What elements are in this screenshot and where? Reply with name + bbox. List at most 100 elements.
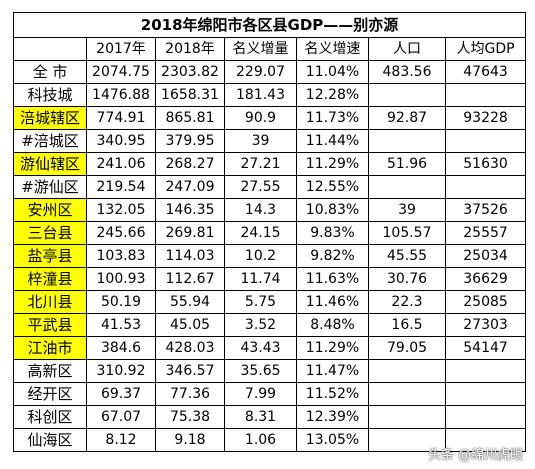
table-cell: 11.29% [296,152,369,176]
table-cell: 112.67 [155,267,225,291]
table-cell: 14.3 [224,198,297,222]
table-cell: 865.81 [155,106,225,130]
table-row: 游仙辖区 241.06 268.27 27.21 11.29% 51.96 51630 [13,152,527,176]
gdp-table: 2018年绵阳市各区县GDP——别亦源 2017年 2018年 名义增量 名义增… [12,12,527,452]
row-name-cell: 科技城 [13,83,87,107]
table-cell [444,175,527,199]
table-cell: 12.55% [296,175,369,199]
table-cell [368,359,446,383]
table-cell: 310.92 [86,359,156,383]
row-name-cell: 科创区 [13,405,87,429]
header-cell-population: 人口 [368,37,446,61]
table-cell: 69.37 [86,382,156,406]
row-name-cell: 游仙辖区 [13,152,87,176]
table-row: 北川县 50.19 55.94 5.75 11.46% 22.3 25085 [13,290,527,314]
table-title: 2018年绵阳市各区县GDP——别亦源 [12,12,527,38]
table-cell: 77.36 [155,382,225,406]
table-cell: 241.06 [86,152,156,176]
table-cell: 219.54 [86,175,156,199]
table-cell: 51630 [444,152,527,176]
row-name-cell: 江油市 [13,336,87,360]
table-cell [444,359,527,383]
table-cell: 11.47% [296,359,369,383]
table-cell: 16.5 [368,313,446,337]
table-cell: 114.03 [155,244,225,268]
table-cell: 483.56 [368,60,446,84]
table-cell: 10.2 [224,244,297,268]
table-cell: 1658.31 [155,83,225,107]
table-cell: 428.03 [155,336,225,360]
table-cell: 10.83% [296,198,369,222]
table-cell: 5.75 [224,290,297,314]
header-cell-2018: 2018年 [155,37,225,61]
table-cell: 27.21 [224,152,297,176]
table-cell: 11.46% [296,290,369,314]
table-cell: 90.9 [224,106,297,130]
table-cell [368,382,446,406]
table-cell: 54147 [444,336,527,360]
table-cell: 36629 [444,267,527,291]
table-row: 三台县 245.66 269.81 24.15 9.83% 105.57 25557 [13,221,527,245]
table-cell: 132.05 [86,198,156,222]
table-cell: 379.95 [155,129,225,153]
table-cell: 45.55 [368,244,446,268]
table-cell: 229.07 [224,60,297,84]
row-name-cell: 梓潼县 [13,267,87,291]
table-cell: 24.15 [224,221,297,245]
watermark: 头条 @绵州虎眼 [427,448,523,463]
table-row: 盐亭县 103.83 114.03 10.2 9.82% 45.55 25034 [13,244,527,268]
title-row: 2018年绵阳市各区县GDP——别亦源 [12,12,527,38]
table-cell: 13.05% [296,428,369,452]
table-cell [368,175,446,199]
table-cell: 12.28% [296,83,369,107]
table-row: 高新区 310.92 346.57 35.65 11.47% [13,359,527,383]
table-cell [444,382,527,406]
table-cell: 41.53 [86,313,156,337]
table-cell: 30.76 [368,267,446,291]
table-cell: 11.29% [296,336,369,360]
table-cell [444,129,527,153]
header-cell-growth: 名义增速 [296,37,369,61]
table-row: #游仙区 219.54 247.09 27.55 12.55% [13,175,527,199]
table-cell: 35.65 [224,359,297,383]
table-cell: 247.09 [155,175,225,199]
row-name-cell: 仙海区 [13,428,87,452]
table-row: 涪城辖区 774.91 865.81 90.9 11.73% 92.87 93228 [13,106,527,130]
table-cell: 47643 [444,60,527,84]
table-cell: 1.06 [224,428,297,452]
table-cell: 12.39% [296,405,369,429]
table-cell: 11.52% [296,382,369,406]
table-row: 安州区 132.05 146.35 14.3 10.83% 39 37526 [13,198,527,222]
header-cell-2017: 2017年 [86,37,156,61]
table-cell: 103.83 [86,244,156,268]
table-cell: 245.66 [86,221,156,245]
table-cell: 43.43 [224,336,297,360]
table-cell: 340.95 [86,129,156,153]
table-cell: 8.31 [224,405,297,429]
table-cell: 39 [368,198,446,222]
table-cell: 1476.88 [86,83,156,107]
table-cell: 2303.82 [155,60,225,84]
table-cell: 2074.75 [86,60,156,84]
table-cell: 181.43 [224,83,297,107]
table-row: 科技城 1476.88 1658.31 181.43 12.28% [13,83,527,107]
table-cell [444,428,527,452]
table-row: #涪城区 340.95 379.95 39 11.44% [13,129,527,153]
table-cell: 27303 [444,313,527,337]
table-cell: 384.6 [86,336,156,360]
table-cell: 25034 [444,244,527,268]
row-name-cell: 安州区 [13,198,87,222]
table-cell: 269.81 [155,221,225,245]
table-cell: 11.04% [296,60,369,84]
table-cell: 100.93 [86,267,156,291]
table-cell: 25085 [444,290,527,314]
table-cell: 9.82% [296,244,369,268]
row-name-cell: 涪城辖区 [13,106,87,130]
table-cell: 774.91 [86,106,156,130]
table-row: 科创区 67.07 75.38 8.31 12.39% [13,405,527,429]
table-cell [368,129,446,153]
table-cell: 50.19 [86,290,156,314]
table-row: 仙海区 8.12 9.18 1.06 13.05% [13,428,527,452]
table-cell: 105.57 [368,221,446,245]
header-cell-gdp-per-capita: 人均GDP [444,37,527,61]
